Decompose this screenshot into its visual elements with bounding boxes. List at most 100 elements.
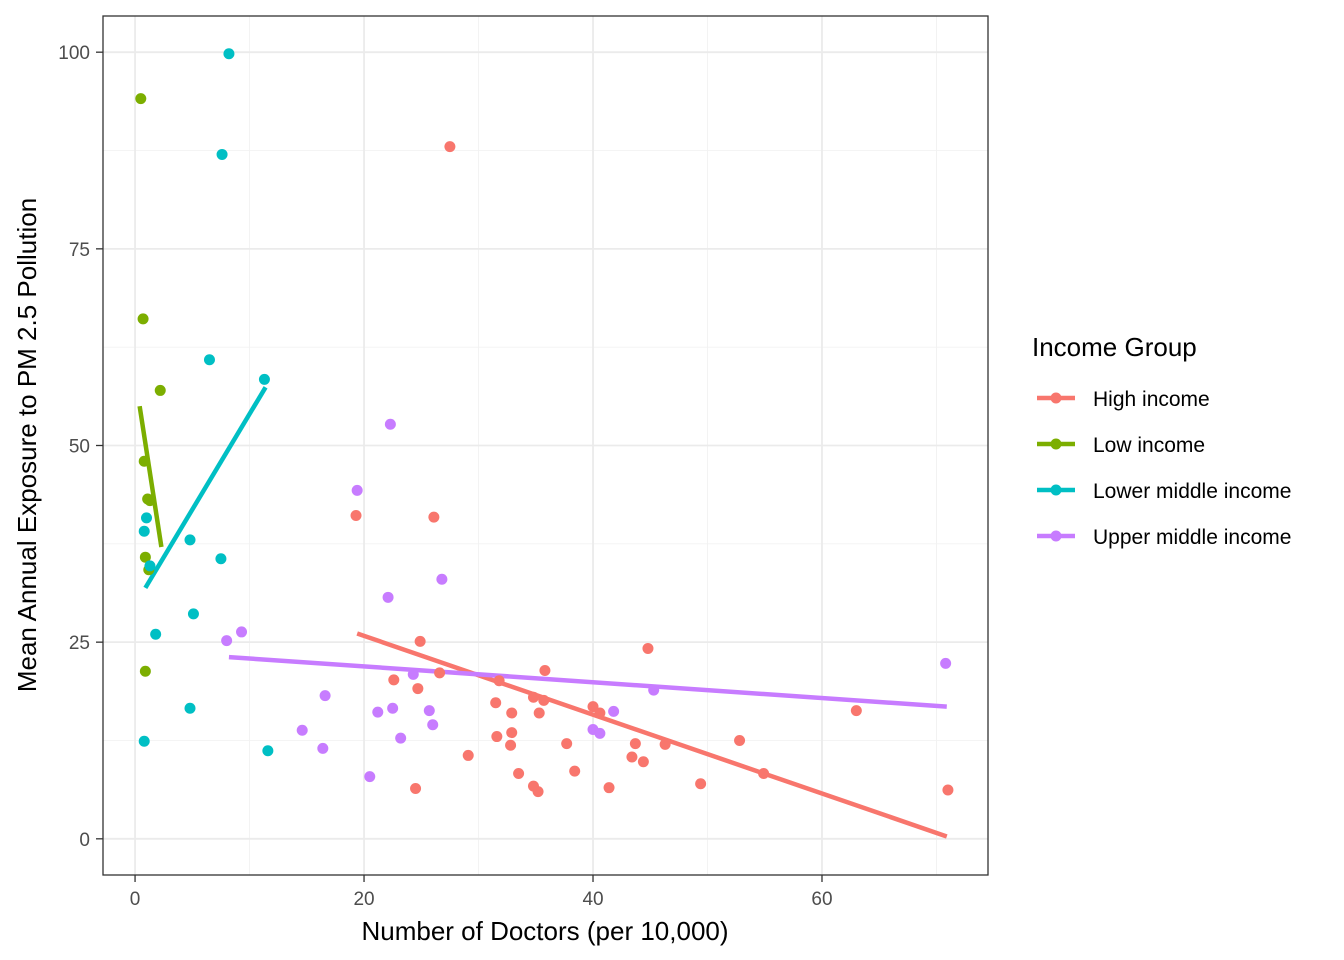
data-points	[135, 48, 954, 798]
data-point-high-income	[513, 768, 525, 780]
y-tick-label: 50	[69, 437, 90, 458]
data-point-high-income	[527, 691, 539, 703]
legend-label-high-income: High income	[1093, 388, 1210, 411]
legend-label-low-income: Low income	[1093, 434, 1205, 457]
data-point-upper-middle-income	[236, 626, 248, 638]
x-tick-label: 60	[811, 889, 832, 910]
legend-key-point-low-income	[1050, 438, 1062, 450]
trend-line-lower-middle-income	[143, 386, 268, 590]
data-point-lower-middle-income	[215, 553, 227, 565]
data-point-high-income	[505, 739, 517, 751]
data-point-high-income	[533, 707, 545, 719]
data-point-upper-middle-income	[221, 635, 233, 647]
data-point-high-income	[412, 683, 424, 695]
y-tick-label: 0	[79, 830, 90, 851]
data-point-high-income	[428, 511, 440, 523]
data-point-high-income	[758, 768, 770, 780]
data-point-high-income	[434, 667, 446, 679]
data-point-lower-middle-income	[144, 560, 156, 572]
data-point-lower-middle-income	[258, 373, 270, 385]
data-point-lower-middle-income	[223, 48, 235, 60]
data-point-high-income	[942, 784, 954, 796]
data-point-high-income	[637, 756, 649, 768]
legend-label-lower-middle-income: Lower middle income	[1093, 480, 1291, 503]
data-point-high-income	[850, 705, 862, 717]
data-point-high-income	[414, 635, 426, 647]
data-point-upper-middle-income	[319, 690, 331, 702]
data-point-high-income	[594, 707, 606, 719]
data-point-high-income	[532, 786, 544, 798]
data-point-high-income	[603, 782, 615, 794]
y-tick-label: 75	[69, 240, 90, 261]
data-point-high-income	[626, 751, 638, 763]
legend-label-upper-middle-income: Upper middle income	[1093, 526, 1291, 549]
x-tick-label: 20	[353, 889, 374, 910]
data-point-low-income	[144, 495, 156, 507]
data-point-lower-middle-income	[141, 512, 153, 524]
data-point-high-income	[444, 141, 456, 153]
data-point-upper-middle-income	[384, 418, 396, 430]
legend-title: Income Group	[1032, 332, 1197, 362]
data-point-upper-middle-income	[364, 771, 376, 783]
data-point-upper-middle-income	[608, 705, 620, 717]
data-point-upper-middle-income	[382, 591, 394, 603]
x-axis-title: Number of Doctors (per 10,000)	[361, 916, 728, 946]
data-point-low-income	[137, 313, 149, 325]
data-point-low-income	[138, 455, 150, 467]
trend-line-high-income	[356, 631, 948, 839]
data-point-upper-middle-income	[594, 727, 606, 739]
data-point-upper-middle-income	[296, 724, 308, 736]
data-point-high-income	[629, 738, 641, 750]
data-point-high-income	[569, 765, 581, 777]
data-point-high-income	[491, 731, 503, 743]
data-point-high-income	[506, 707, 518, 719]
data-point-upper-middle-income	[648, 684, 660, 696]
data-point-high-income	[659, 738, 671, 750]
axis-ticks: 0 20 40 60 0 25 50 75 100	[58, 43, 832, 910]
legend-key-point-high-income	[1050, 392, 1062, 404]
data-point-high-income	[350, 510, 362, 522]
data-point-high-income	[538, 694, 550, 706]
data-point-upper-middle-income	[427, 719, 439, 731]
data-point-lower-middle-income	[184, 702, 196, 714]
legend-key-point-lower-middle-income	[1050, 484, 1062, 496]
data-point-upper-middle-income	[436, 573, 448, 585]
legend: Income Group High income Low income Lower …	[1032, 332, 1291, 549]
data-point-upper-middle-income	[372, 706, 384, 718]
data-point-low-income	[135, 93, 147, 105]
data-point-lower-middle-income	[262, 745, 274, 757]
data-point-low-income	[154, 384, 166, 396]
data-point-low-income	[139, 551, 151, 563]
data-point-upper-middle-income	[351, 484, 363, 496]
data-point-high-income	[695, 778, 707, 790]
data-point-lower-middle-income	[184, 534, 196, 546]
data-point-lower-middle-income	[203, 354, 215, 366]
trend-line-upper-middle-income	[228, 654, 947, 709]
y-tick-label: 25	[69, 633, 90, 654]
data-point-upper-middle-income	[940, 657, 952, 669]
data-point-lower-middle-income	[216, 148, 228, 160]
data-point-low-income	[139, 665, 151, 677]
data-point-high-income	[561, 738, 573, 750]
data-point-upper-middle-income	[407, 668, 419, 680]
data-point-high-income	[490, 697, 502, 709]
y-tick-label: 100	[58, 43, 90, 64]
data-point-high-income	[493, 675, 505, 687]
y-axis-title: Mean Annual Exposure to PM 2.5 Pollution	[12, 198, 42, 692]
data-point-high-income	[462, 749, 474, 761]
data-point-lower-middle-income	[150, 628, 162, 640]
data-point-high-income	[506, 727, 518, 739]
data-point-lower-middle-income	[138, 735, 150, 747]
data-point-high-income	[388, 674, 400, 686]
data-point-upper-middle-income	[423, 705, 435, 717]
data-point-lower-middle-income	[187, 608, 199, 620]
data-point-lower-middle-income	[138, 525, 150, 537]
trend-lines	[137, 386, 948, 839]
data-point-upper-middle-income	[395, 732, 407, 744]
trend-line-low-income	[137, 405, 164, 548]
data-point-upper-middle-income	[317, 742, 329, 754]
legend-key-point-upper-middle-income	[1050, 530, 1062, 542]
data-point-upper-middle-income	[387, 702, 399, 714]
x-tick-label: 0	[130, 889, 141, 910]
